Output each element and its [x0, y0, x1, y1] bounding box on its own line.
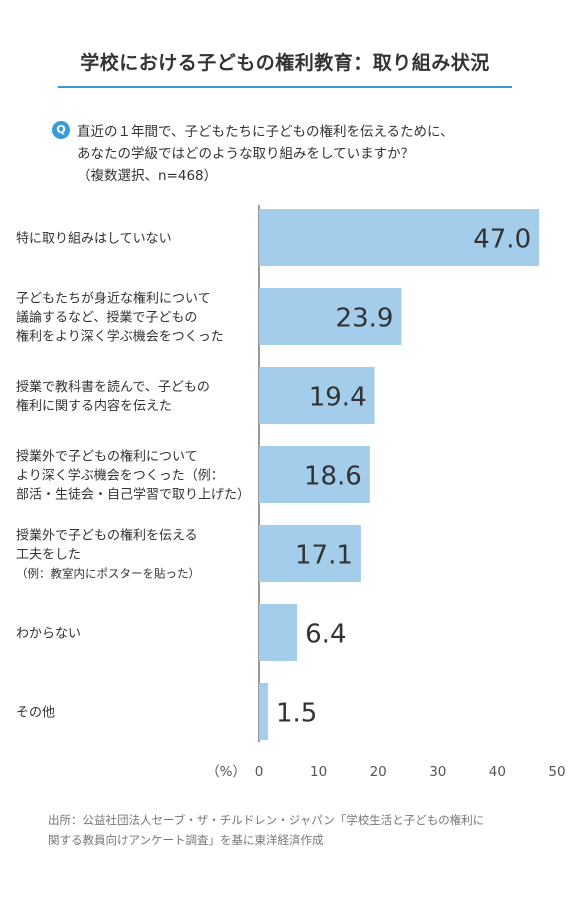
title-underline [58, 86, 512, 88]
category-label: その他 [16, 706, 55, 721]
x-tick-label: 50 [548, 764, 565, 780]
question-line-1: 直近の１年間で、子どもたちに子どもの権利を伝えるために、 [77, 124, 454, 140]
data-label: 23.9 [336, 304, 394, 334]
category-label: 授業外で子どもの権利を伝える [16, 528, 198, 544]
data-label: 17.1 [295, 541, 353, 571]
bar [259, 525, 361, 582]
bar [259, 209, 540, 266]
category-label: 部活・生徒会・自己学習で取り上げた） [16, 487, 250, 503]
category-label: わからない [16, 627, 81, 642]
x-tick-label: 10 [310, 764, 327, 780]
chart-title: 学校における子どもの権利教育：取り組み状況 [80, 52, 490, 74]
category-label: 授業で教科書を読んで、子どもの [16, 379, 210, 395]
category-label: （例：教室内にポスターを貼った） [16, 567, 200, 581]
x-tick-label: 20 [370, 764, 387, 780]
question-line-2: あなたの学級ではどのような取り組みをしていますか？ [77, 146, 415, 162]
category-label: 権利に関する内容を伝えた [16, 398, 172, 414]
bar [259, 604, 298, 661]
bar [259, 683, 268, 740]
x-tick-label: 0 [255, 764, 264, 780]
bar-chart: 47.0 特に取り組みはしていない 23.9 子どもたちが身近な権利について議論するな… [16, 205, 566, 780]
source-line-1: 出所：公益社団法人セーブ・ザ・チルドレン・ジャパン「学校生活と子どもの権利に [48, 813, 485, 827]
category-label: 工夫をした [16, 548, 81, 563]
category-label: 権利をより深く学ぶ機会をつくった [16, 329, 224, 345]
question-badge: Q [52, 121, 70, 139]
bar [259, 288, 402, 345]
category-label: 特に取り組みはしていない [16, 232, 172, 247]
data-label: 6.4 [305, 620, 346, 650]
category-label: より深く学ぶ機会をつくった（例： [16, 468, 224, 484]
data-label: 47.0 [473, 225, 531, 255]
data-label: 18.6 [304, 462, 362, 492]
bar [259, 367, 375, 424]
source-line-2: 関する教員向けアンケート調査」を基に東洋経済作成 [48, 833, 324, 847]
category-label: 議論するなど、授業で子どもの [16, 310, 197, 326]
bar [259, 446, 370, 503]
category-label: 子どもたちが身近な権利について [16, 291, 211, 307]
category-label: 授業外で子どもの権利について [16, 449, 198, 465]
x-tick-label: 30 [429, 764, 446, 780]
x-tick-label: 40 [489, 764, 506, 780]
data-label: 1.5 [276, 699, 317, 729]
data-label: 19.4 [309, 383, 367, 413]
question-line-3: （複数選択、n=468） [77, 168, 218, 184]
unit-label: （%） [206, 764, 246, 780]
